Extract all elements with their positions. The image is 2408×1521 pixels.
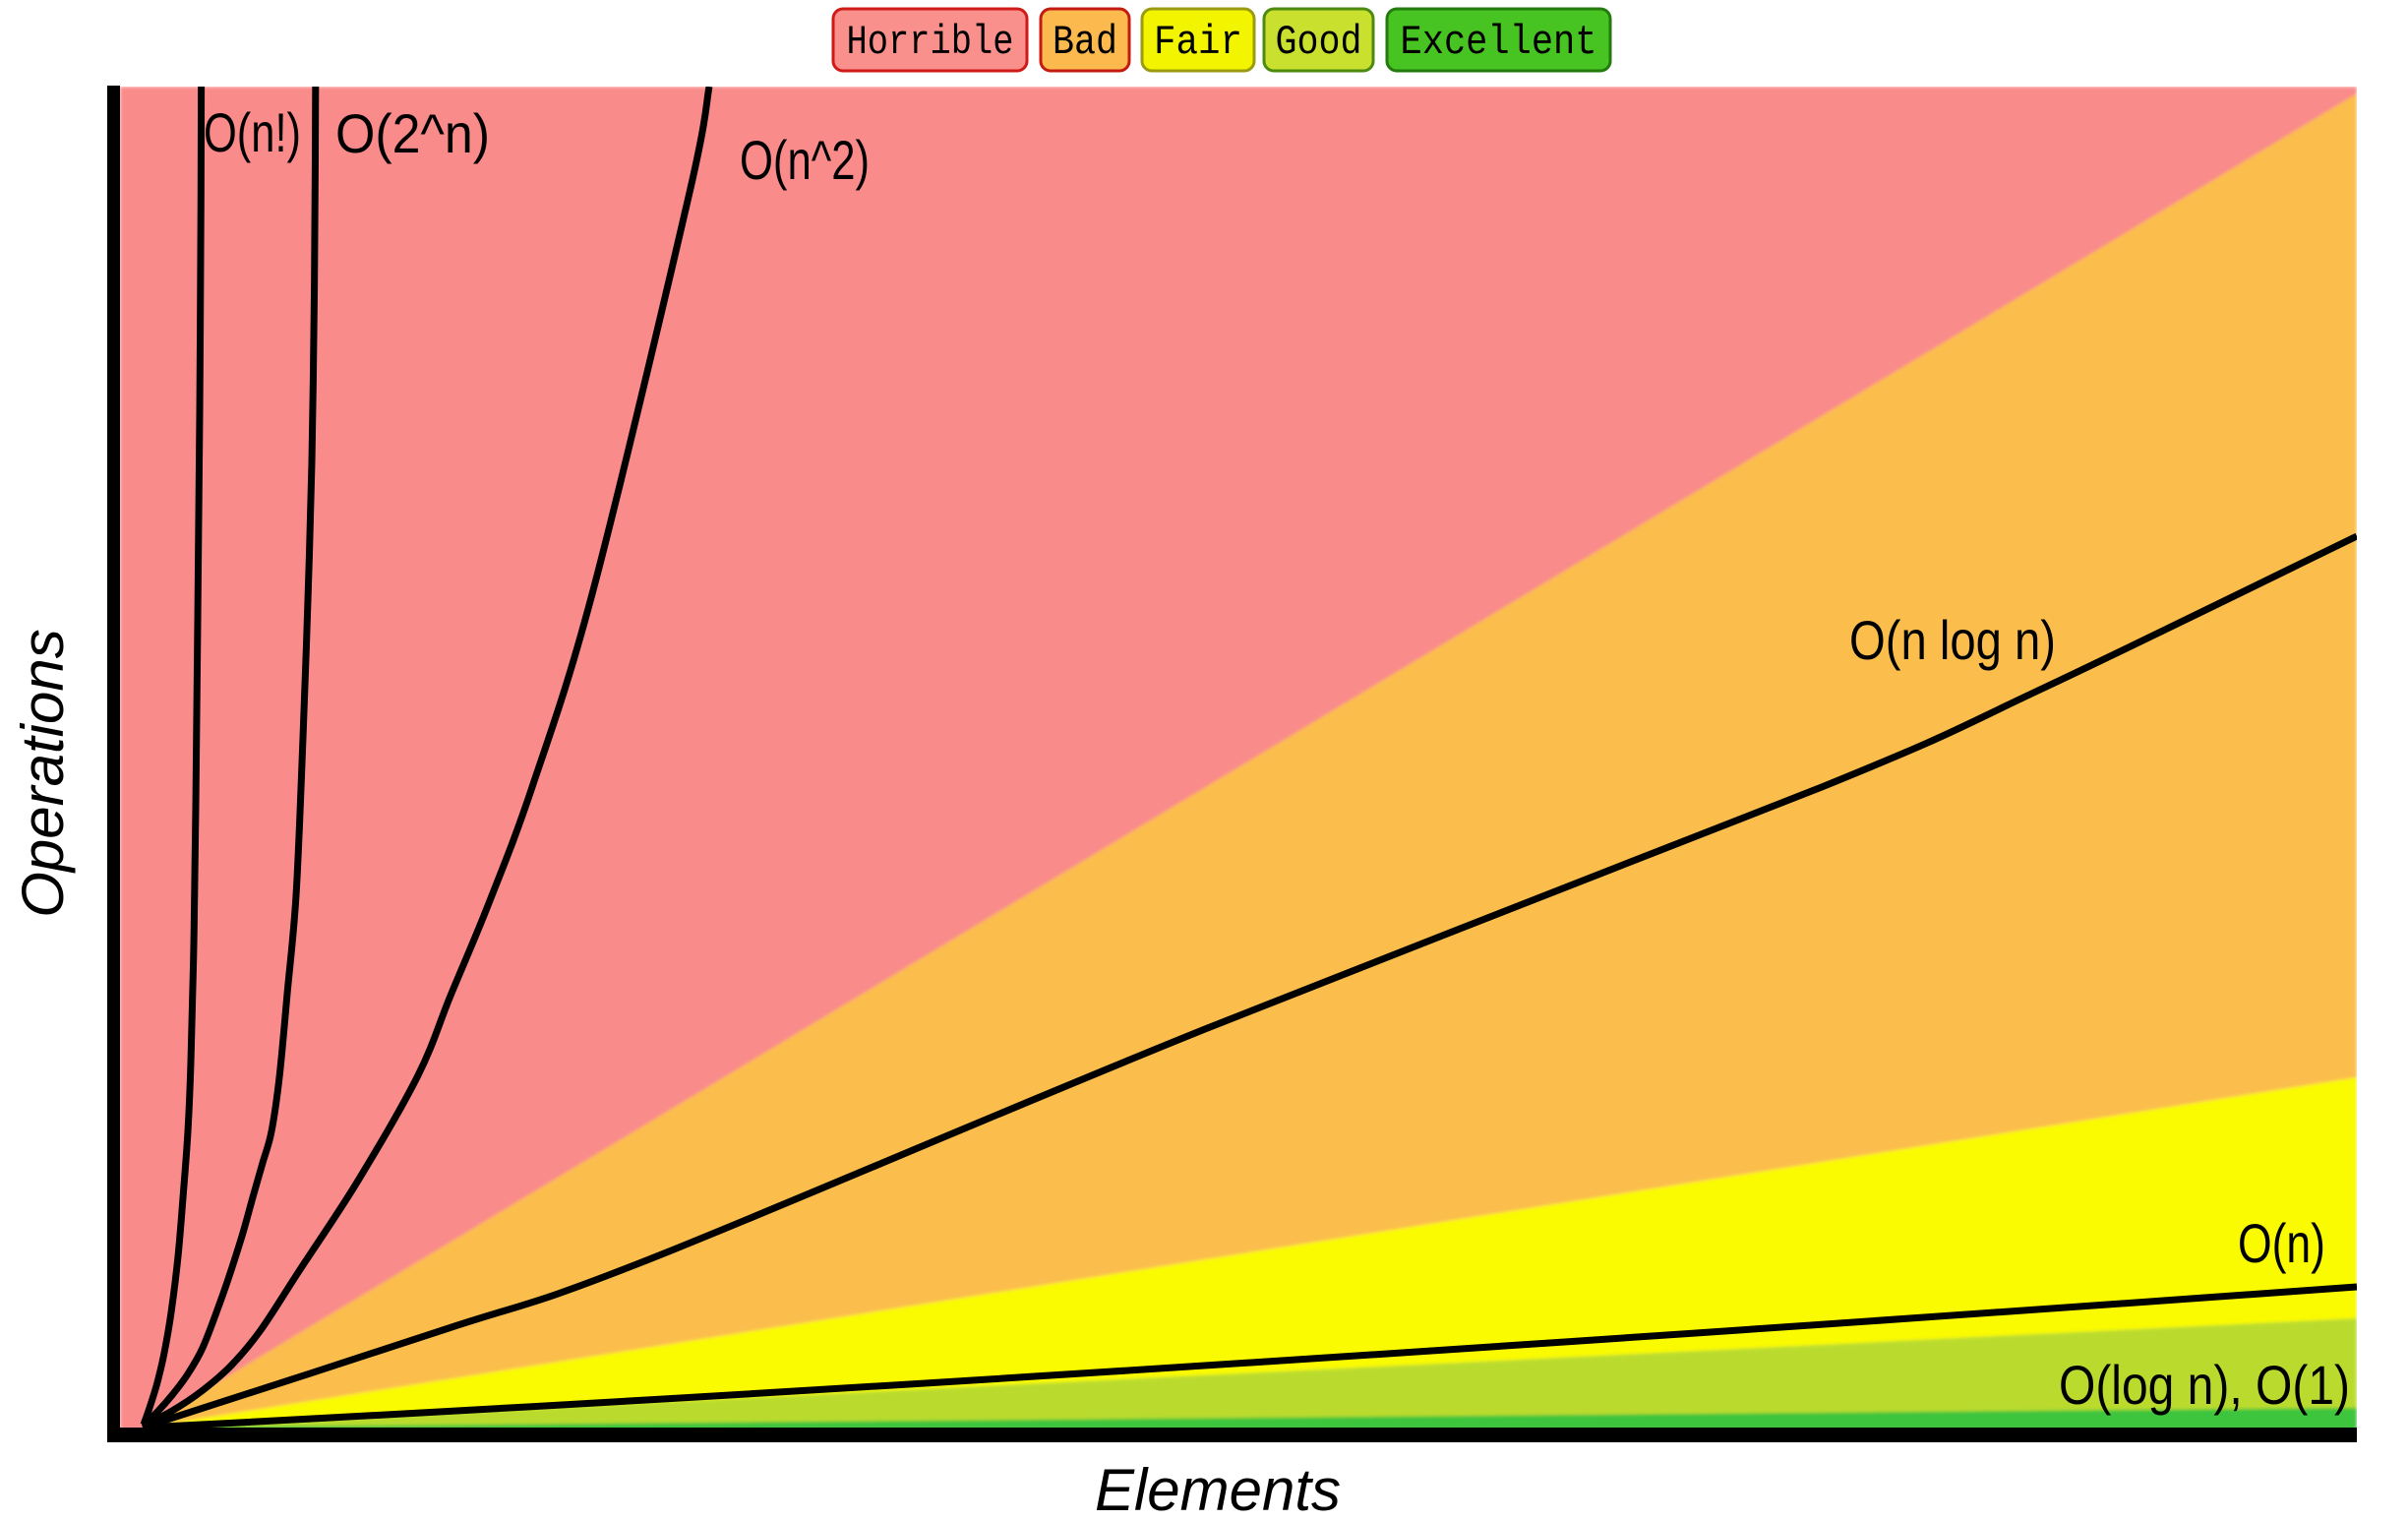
svg-text:Bad: Bad [1053,19,1117,66]
svg-text:O(n^2): O(n^2) [740,129,870,191]
svg-text:O(n): O(n) [2238,1212,2325,1274]
svg-text:Excellent: Excellent [1401,19,1597,66]
svg-text:O(log n), O(1): O(log n), O(1) [2059,1354,2350,1416]
svg-text:O(n log n): O(n log n) [1849,609,2056,671]
svg-text:Horrible: Horrible [847,19,1014,66]
svg-text:O(n!): O(n!) [204,101,301,163]
svg-text:Elements: Elements [1095,1457,1341,1521]
svg-text:Good: Good [1276,19,1362,66]
svg-text:Fair: Fair [1154,19,1242,66]
svg-text:O(2^n): O(2^n) [335,102,490,164]
svg-text:Operations: Operations [10,629,76,918]
